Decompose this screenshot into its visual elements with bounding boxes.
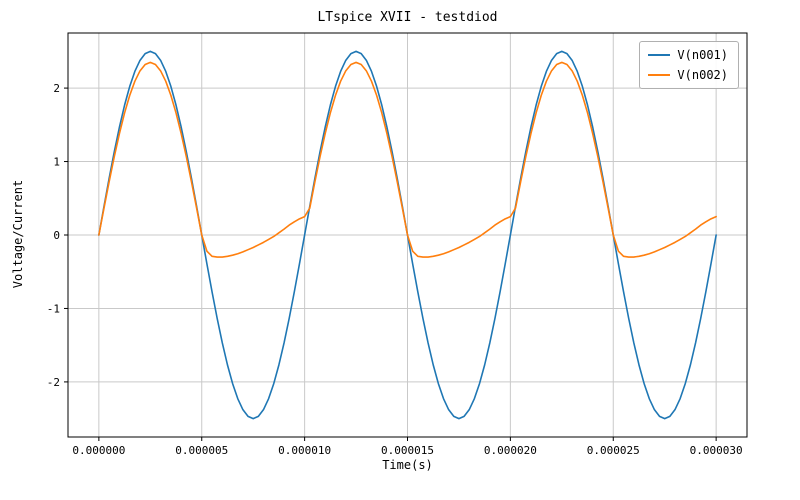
x-tick-label: 0.000020	[484, 444, 537, 457]
chart-title: LTspice XVII - testdiod	[317, 10, 498, 25]
legend-label-vn001: V(n001)	[677, 48, 728, 62]
x-tick-label: 0.000000	[72, 444, 125, 457]
y-tick-label: -2	[47, 376, 60, 389]
y-tick-label: 2	[53, 82, 60, 95]
series-line-vn002	[98, 61, 717, 258]
legend-swatch-vn001	[648, 54, 671, 56]
y-tick-label: -1	[47, 302, 60, 315]
legend-item-vn001: V(n001)	[648, 48, 728, 62]
legend-label-vn002: V(n002)	[677, 68, 728, 82]
y-tick-label: 1	[53, 156, 60, 169]
y-axis-label: Voltage/Current	[11, 179, 25, 289]
legend: V(n001) V(n002)	[639, 41, 739, 89]
y-tick-label: 0	[53, 229, 60, 242]
x-tick-label: 0.000010	[278, 444, 331, 457]
legend-item-vn002: V(n002)	[648, 68, 728, 82]
x-axis-label: Time(s)	[382, 458, 433, 472]
x-tick-label: 0.000005	[175, 444, 228, 457]
legend-swatch-vn002	[648, 74, 671, 76]
x-tick-label: 0.000025	[587, 444, 640, 457]
x-tick-label: 0.000015	[381, 444, 434, 457]
x-tick-label: 0.000030	[690, 444, 743, 457]
